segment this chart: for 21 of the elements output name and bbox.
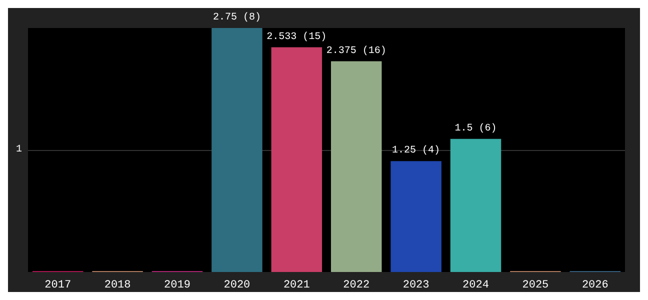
x-tick-label: 2018 bbox=[104, 280, 131, 292]
x-tick-label: 2025 bbox=[522, 280, 549, 292]
y-tick-label: 1 bbox=[16, 144, 22, 156]
x-tick-label: 2020 bbox=[224, 280, 250, 292]
data-label: 2.75 (8) bbox=[212, 12, 261, 24]
bar bbox=[212, 28, 262, 272]
x-tick-label: 2017 bbox=[44, 280, 72, 292]
data-label: 2.533 (15) bbox=[266, 30, 327, 43]
x-tick-label: 2026 bbox=[582, 280, 608, 292]
bar bbox=[330, 61, 382, 272]
data-label: 1.5 (6) bbox=[454, 122, 497, 134]
x-tick-label: 2023 bbox=[402, 280, 430, 292]
data-label: 2.375 (16) bbox=[326, 44, 386, 57]
x-tick-label: 2021 bbox=[283, 280, 310, 292]
x-tick-label: 2019 bbox=[164, 280, 190, 292]
bar bbox=[271, 47, 322, 272]
bar bbox=[450, 138, 502, 272]
data-label: 1.25 (4) bbox=[392, 144, 440, 157]
bar bbox=[390, 161, 442, 272]
x-tick-label: 2022 bbox=[343, 280, 370, 292]
x-tick-label: 2024 bbox=[462, 280, 490, 292]
